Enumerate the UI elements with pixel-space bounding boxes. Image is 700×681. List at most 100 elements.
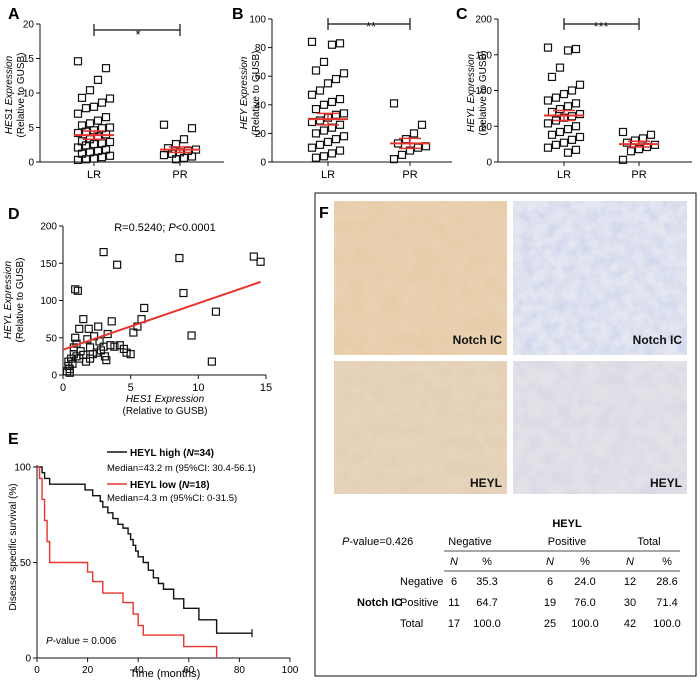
x-tick-label: 60: [183, 665, 195, 676]
panel-d-ylabel-2: (Relative to GUSB): [15, 257, 26, 342]
data-point: [71, 333, 80, 342]
panel-e-ylabel: Disease specific survival (%): [8, 483, 19, 610]
table-group-header: Total: [637, 536, 660, 548]
table-row-group: Notch IC: [357, 597, 402, 609]
data-point: [319, 152, 329, 161]
table-subheader: %: [580, 556, 590, 568]
y-tick-label: 50: [46, 333, 58, 344]
panel-a-plot: 0 5 10 15 20 LR PR: [23, 20, 224, 181]
panel-d-xlabel-1: HES1 Expression: [126, 394, 205, 405]
data-point: [547, 130, 557, 139]
x-tick-label: 10: [192, 382, 204, 394]
data-point: [559, 89, 569, 99]
panel-c-ylabel-2: (Relative to GUSB): [478, 50, 489, 135]
data-point: [575, 132, 585, 142]
data-point: [179, 153, 189, 162]
data-point: [73, 57, 83, 66]
data-point: [335, 146, 345, 155]
data-point: [73, 109, 83, 118]
data-point: [81, 104, 91, 113]
data-point: [73, 155, 83, 165]
data-point: [397, 150, 407, 159]
panel-d-plot: 0 50 100 150 200 0 5 10 15: [40, 222, 272, 395]
x-tick-label: 40: [133, 665, 145, 676]
data-point: [211, 307, 221, 316]
data-point: [311, 104, 321, 114]
data-point: [339, 132, 349, 141]
data-point: [249, 252, 258, 261]
data-point: [75, 324, 84, 333]
panel-e-xlabel: Time (months): [130, 668, 201, 680]
table-cell: 71.4: [656, 597, 677, 609]
micrograph-label-3: HEYL: [470, 476, 502, 490]
panel-d-xlabel-2: (Relative to GUSB): [122, 406, 207, 417]
data-point: [389, 99, 399, 108]
table-cell: 6: [547, 576, 553, 588]
data-point: [323, 137, 333, 147]
data-point: [555, 127, 565, 137]
panel-c-significance: ***: [593, 19, 608, 34]
x-tick-label: 15: [260, 382, 272, 394]
table-cell: 17: [448, 618, 460, 630]
x-tick-label: PR: [631, 169, 646, 181]
data-point: [93, 116, 103, 125]
data-point: [567, 86, 577, 95]
data-point: [256, 257, 265, 266]
table-group-header: Positive: [548, 536, 587, 548]
panel-b-letter: B: [232, 6, 244, 23]
data-point: [409, 129, 419, 138]
panel-c-letter: C: [456, 6, 468, 23]
data-point: [567, 135, 577, 144]
data-point: [335, 39, 345, 48]
table-title: HEYL: [552, 518, 582, 530]
table-cell: 100.0: [473, 618, 501, 630]
data-point: [175, 253, 184, 263]
data-point: [171, 155, 181, 164]
table-row-label: Positive: [400, 597, 439, 609]
data-point: [105, 123, 115, 132]
data-point: [73, 128, 83, 138]
panel-a-significance: *: [135, 27, 140, 42]
data-point: [571, 145, 581, 154]
data-point: [62, 367, 72, 376]
legend-low-label: HEYL low (N=18): [130, 480, 210, 491]
panel-e-plot: 0 50 100 0 20 40 60 80 100: [14, 463, 298, 677]
data-point: [99, 247, 108, 257]
data-point: [311, 129, 321, 138]
panel-a-letter: A: [8, 6, 20, 23]
y-tick-label: 0: [25, 654, 31, 665]
data-point: [85, 343, 95, 352]
x-tick-label: 0: [34, 665, 40, 676]
data-point: [626, 147, 636, 156]
x-tick-label: LR: [557, 169, 571, 181]
panel-d-ylabel-1: HEYL Expression: [3, 260, 14, 339]
y-tick-label: 0: [51, 371, 57, 382]
table-group-header: Negative: [448, 536, 491, 548]
panel-c-ylabel-1: HEYL Expression: [466, 53, 477, 132]
data-point: [543, 43, 553, 52]
table-cell: 28.6: [656, 576, 677, 588]
data-point: [85, 354, 95, 363]
y-tick-label: 40: [255, 100, 267, 111]
y-tick-label: 15: [23, 54, 35, 65]
data-point: [327, 40, 337, 49]
y-tick-label: 200: [40, 222, 57, 233]
x-tick-label: 0: [60, 382, 66, 394]
table-subheader: %: [662, 556, 672, 568]
data-point: [113, 260, 122, 269]
y-tick-label: 80: [255, 43, 267, 54]
table-subheader: N: [450, 556, 458, 568]
data-point: [339, 109, 349, 118]
data-point: [67, 354, 76, 363]
data-point: [81, 155, 91, 164]
survival-curve-high: [37, 466, 253, 634]
y-tick-label: 20: [23, 20, 35, 31]
panel-b: B HEY Expression (Relative to GUSB) ** 0…: [232, 6, 452, 181]
data-point: [97, 98, 107, 107]
data-point: [79, 315, 88, 324]
panel-f-letter: F: [319, 205, 329, 222]
table-row-label: Total: [400, 618, 423, 630]
data-point: [105, 94, 115, 103]
micrograph-heyl-high: HEYL: [334, 361, 507, 494]
y-tick-label: 20: [255, 129, 267, 140]
